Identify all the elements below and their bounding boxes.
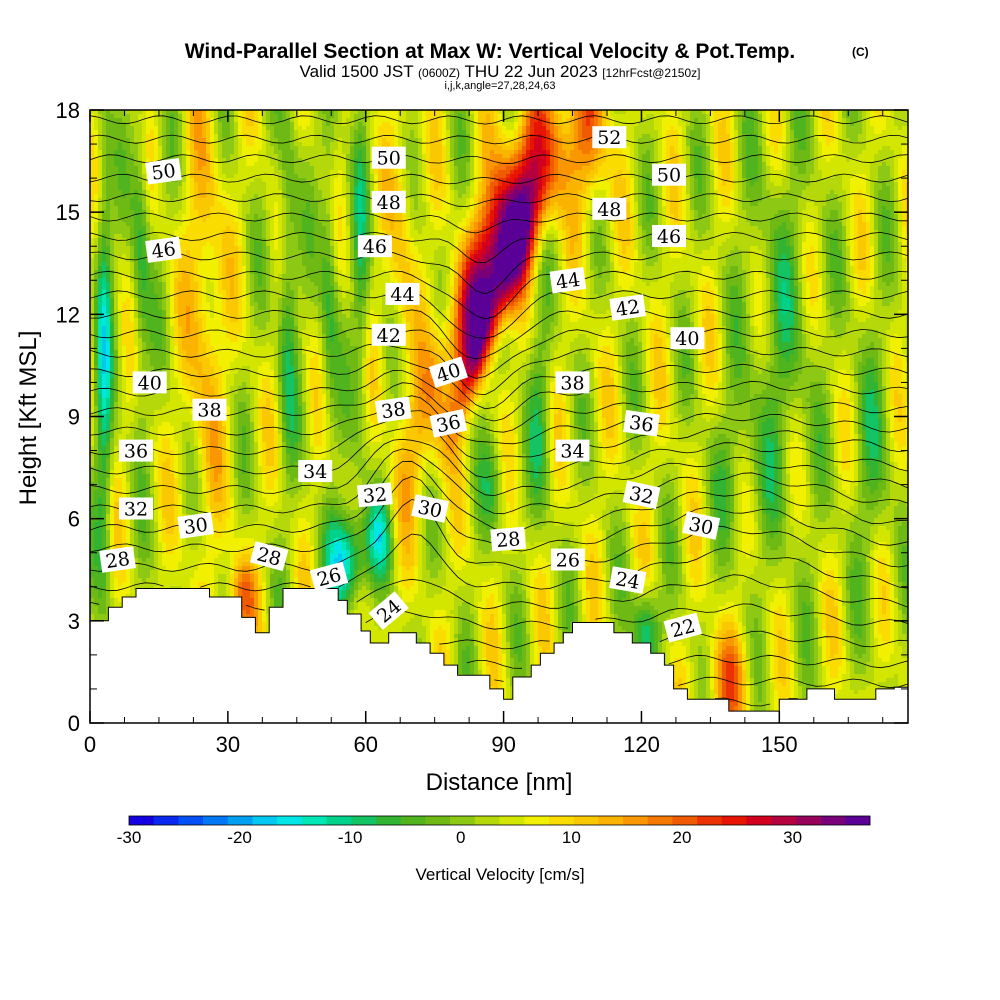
colorbar-swatch [302,816,327,825]
y-tick-label: 12 [56,302,80,327]
chart-title: Wind-Parallel Section at Max W: Vertical… [185,40,796,63]
colorbar-swatch [524,816,549,825]
figure: Wind-Parallel Section at Max W: Vertical… [0,0,1000,1000]
colorbar-swatch [154,816,179,825]
colorbar-tick-label: 20 [673,828,692,847]
theta-label-22: 34 [556,440,590,463]
colorbar-tick-label: -20 [227,828,252,847]
colorbar-swatch [722,816,747,825]
chart-grid-index: i,j,k,angle=27,28,24,63 [444,80,555,92]
x-tick-label: 90 [491,732,515,757]
colorbar-swatch [672,816,697,825]
x-tick-label: 120 [623,732,660,757]
colorbar-swatch [178,816,203,825]
y-tick-label: 6 [68,507,80,532]
colorbar-swatch [129,816,154,825]
colorbar-swatch [351,816,376,825]
theta-label-18: 38 [375,396,412,424]
x-axis-label: Distance [nm] [426,769,573,796]
colorbar-swatch [796,816,821,825]
colorbar-swatch [228,816,253,825]
theta-label-31: 28 [99,546,136,574]
colorbar-swatch [648,816,673,825]
theta-label-16: 38 [556,371,590,394]
colorbar-swatch [845,816,870,825]
theta-label-3: 52 [592,126,626,149]
theta-label-6: 46 [145,236,182,264]
theta-label-21: 36 [119,440,153,463]
colorbar-tick-label: 0 [456,828,465,847]
colorbar-swatch [771,816,796,825]
theta-label-9: 44 [386,283,420,306]
theta-label-2: 50 [652,164,686,187]
colorbar-swatch [253,816,278,825]
x-tick-label: 60 [353,732,377,757]
colorbar-swatch [574,816,599,825]
y-tick-label: 15 [56,200,80,225]
colorbar-swatch [598,816,623,825]
colorbar-swatch [747,816,772,825]
colorbar-tick-label: -30 [117,828,142,847]
theta-label-11: 42 [372,324,406,347]
theta-label-10: 44 [550,267,587,295]
colorbar-tick-label: -10 [338,828,363,847]
subtitle-valid: Valid 1500 JST [300,62,414,81]
colorbar-label: Vertical Velocity [cm/s] [415,865,584,884]
colorbar-swatch [450,816,475,825]
colorbar-swatch [376,816,401,825]
colorbar-swatch [475,816,500,825]
theta-label-13: 40 [670,327,704,350]
theta-label-5: 48 [592,198,626,221]
chart-subtitle: Valid 1500 JST (0600Z) THU 22 Jun 2023 [… [300,62,701,81]
subtitle-utc: (0600Z) [418,66,460,80]
colorbar-swatch [821,816,846,825]
colorbar-swatch [327,816,352,825]
y-tick-label: 9 [68,405,80,430]
colorbar-swatch [623,816,648,825]
theta-label-25: 32 [357,482,393,508]
theta-label-4: 48 [372,191,406,214]
theta-label-1: 50 [372,147,406,170]
colorbar-swatch [697,816,722,825]
theta-label-30: 28 [490,527,526,553]
subtitle-forecast: [12hrFcst@2150z] [602,66,700,80]
colorbar-tick-label: 30 [783,828,802,847]
colorbar-tick-label: 10 [562,828,581,847]
x-tick-label: 0 [84,732,96,757]
theta-label-12: 42 [609,294,646,322]
theta-label-24: 32 [119,498,153,521]
colorbar-swatch [500,816,525,825]
title-copyright-mark: (C) [852,45,869,59]
colorbar-swatch [203,816,228,825]
theta-label-0: 50 [145,158,182,186]
theta-label-33: 26 [551,549,585,572]
y-tick-label: 18 [56,98,80,123]
y-axis-label: Height [Kft MSL] [15,331,42,506]
theta-label-17: 38 [193,399,227,422]
theta-label-8: 46 [652,225,686,248]
colorbar-swatch [277,816,302,825]
theta-label-23: 34 [298,460,332,483]
theta-label-14: 40 [133,371,167,394]
colorbar-swatch [401,816,426,825]
theta-label-20: 36 [623,410,660,438]
colorbar-swatch [549,816,574,825]
theta-label-7: 46 [358,235,392,258]
x-tick-label: 30 [216,732,240,757]
colorbar: -30 -20 -10 0 10 20 30 [117,816,871,847]
subtitle-date: THU 22 Jun 2023 [465,62,598,81]
colorbar-swatch [425,816,450,825]
x-tick-label: 150 [761,732,798,757]
theta-label-28: 30 [177,512,214,540]
y-tick-label: 0 [68,711,80,736]
y-tick-label: 3 [68,609,80,634]
